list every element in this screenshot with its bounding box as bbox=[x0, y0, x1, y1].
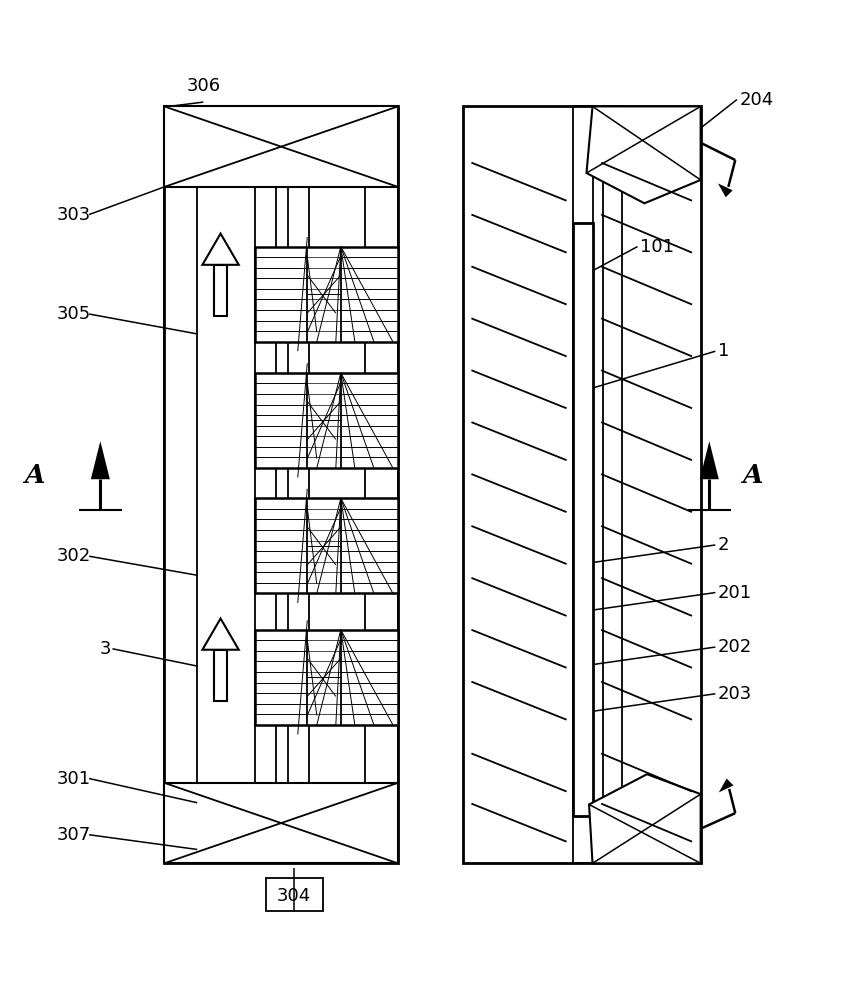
Polygon shape bbox=[202, 619, 239, 650]
Bar bbox=[365, 106, 398, 863]
Text: 304: 304 bbox=[277, 887, 311, 905]
Bar bbox=[463, 106, 701, 863]
Text: 307: 307 bbox=[56, 826, 91, 844]
Polygon shape bbox=[202, 234, 239, 265]
Text: 204: 204 bbox=[740, 91, 774, 109]
Text: 201: 201 bbox=[718, 584, 752, 602]
Text: 1: 1 bbox=[718, 342, 729, 360]
Bar bbox=[255, 247, 398, 342]
Bar bbox=[214, 265, 227, 316]
Bar bbox=[255, 373, 398, 468]
Bar bbox=[164, 106, 197, 863]
Polygon shape bbox=[589, 774, 701, 863]
Bar bbox=[603, 106, 622, 863]
Text: 2: 2 bbox=[718, 536, 729, 554]
Bar bbox=[214, 650, 227, 701]
Text: A: A bbox=[742, 463, 763, 488]
Polygon shape bbox=[718, 183, 733, 197]
Bar bbox=[573, 223, 593, 816]
Polygon shape bbox=[700, 441, 719, 479]
Text: 306: 306 bbox=[186, 77, 221, 95]
Polygon shape bbox=[719, 779, 734, 792]
Bar bbox=[255, 498, 398, 593]
Bar bbox=[266, 878, 323, 911]
Text: 305: 305 bbox=[56, 305, 91, 323]
Bar bbox=[255, 106, 276, 863]
Text: 303: 303 bbox=[56, 206, 91, 224]
Bar bbox=[288, 106, 309, 863]
Bar bbox=[573, 106, 593, 863]
Polygon shape bbox=[586, 106, 701, 203]
Bar bbox=[164, 783, 398, 863]
Polygon shape bbox=[91, 441, 110, 479]
Text: 101: 101 bbox=[640, 238, 674, 256]
Text: 202: 202 bbox=[718, 638, 753, 656]
Text: 301: 301 bbox=[56, 770, 90, 788]
Text: 203: 203 bbox=[718, 685, 753, 703]
Bar bbox=[164, 106, 398, 187]
Text: 3: 3 bbox=[99, 640, 111, 658]
Bar bbox=[164, 106, 398, 863]
Text: A: A bbox=[24, 463, 45, 488]
Text: 302: 302 bbox=[56, 547, 91, 565]
Bar bbox=[255, 630, 398, 725]
